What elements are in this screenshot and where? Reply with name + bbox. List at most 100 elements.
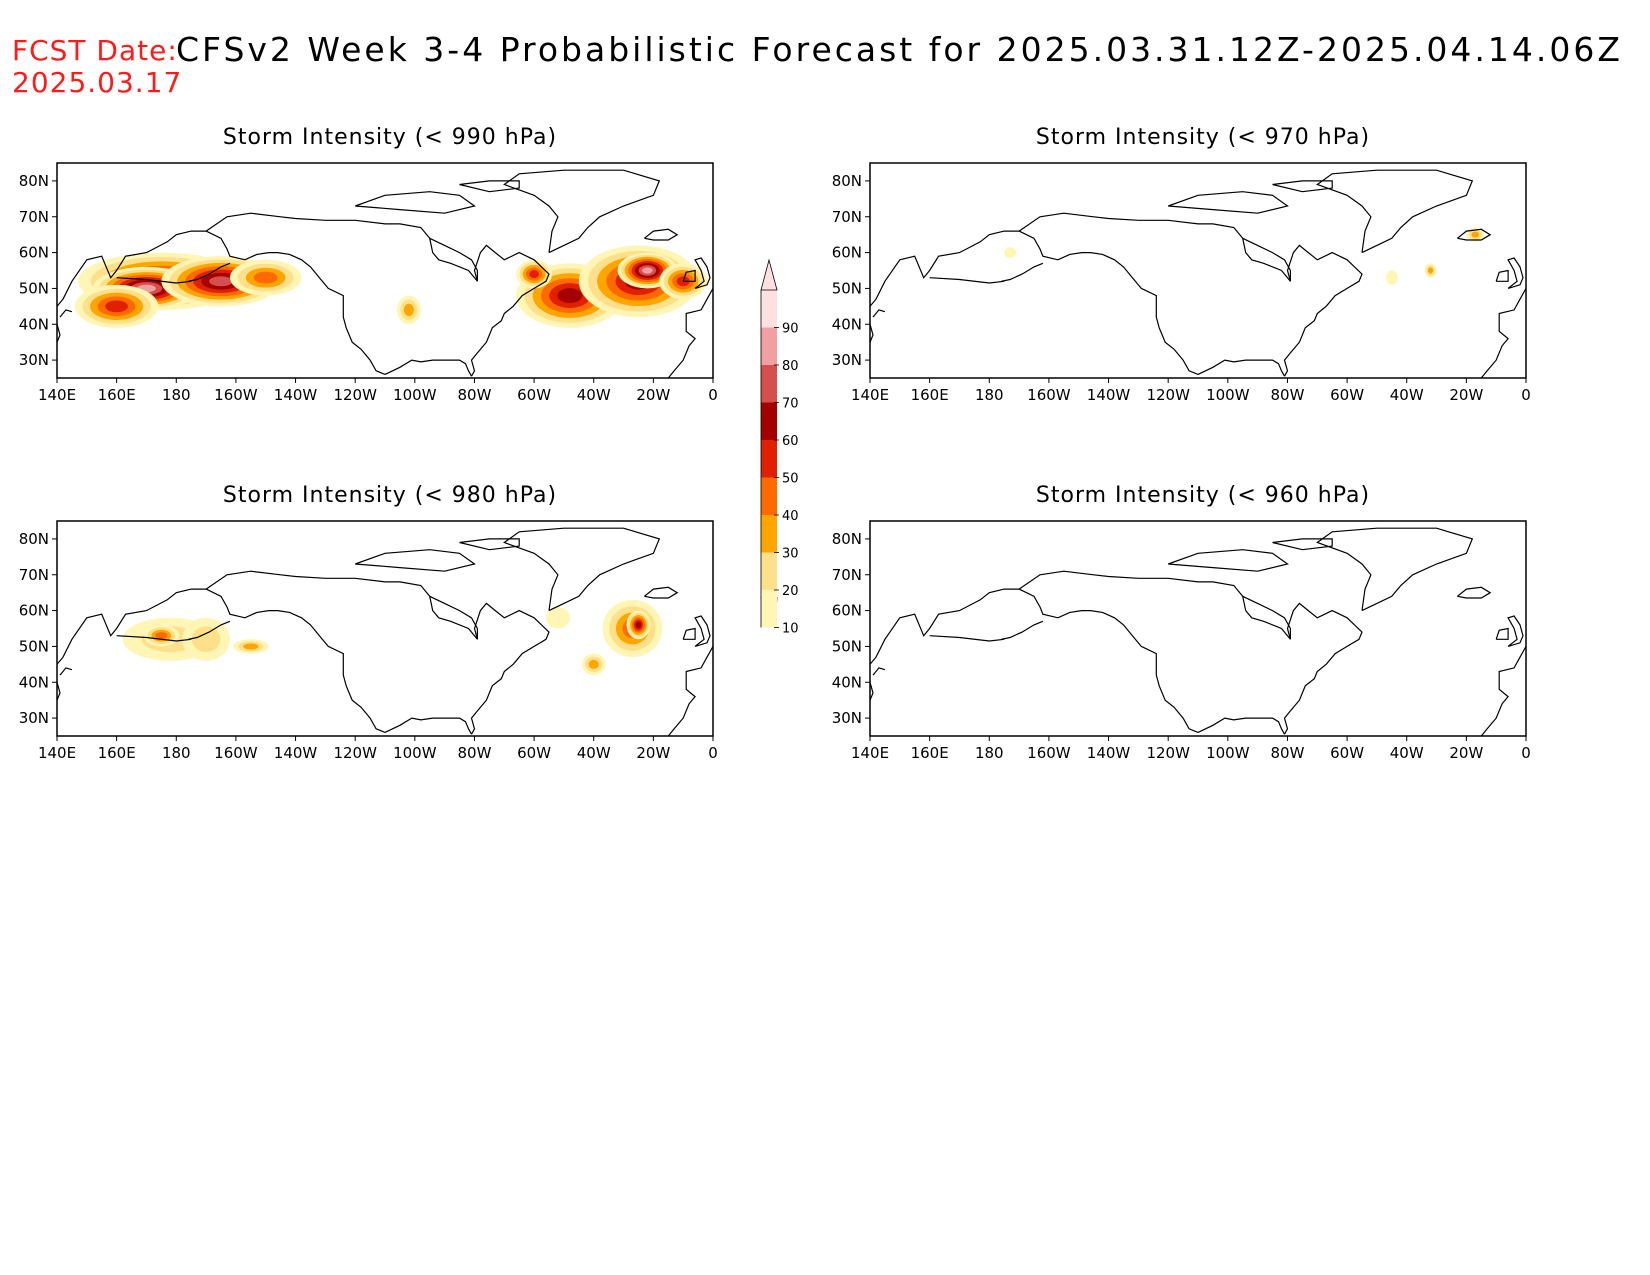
coastline: [57, 230, 207, 307]
probability-area: [253, 271, 278, 284]
lat-tick-label: 80N: [19, 530, 49, 548]
lon-tick-label: 120W: [333, 744, 377, 762]
lon-tick-label: 80W: [457, 744, 491, 762]
coastline: [1001, 262, 1044, 282]
coastline: [459, 180, 520, 193]
coastline: [667, 288, 713, 378]
lat-tick-label: 30N: [19, 351, 49, 369]
coastline: [1167, 191, 1289, 214]
coastline: [1018, 230, 1199, 375]
lon-tick-label: 80W: [457, 386, 491, 404]
lat-tick-label: 70N: [832, 566, 862, 584]
colorbar-high-end: [760, 258, 778, 291]
lon-tick-label: 100W: [1206, 744, 1250, 762]
storm-map-990: 140E 160E 180 160W 140W 120W 100W 80W 60W 40W 20W 0…: [19, 162, 718, 404]
lon-tick-label: 160W: [1027, 386, 1071, 404]
lon-tick-label: 40W: [1390, 386, 1424, 404]
coastline: [188, 262, 231, 282]
lon-tick-label: 140E: [38, 744, 76, 762]
coastline: [1197, 359, 1286, 377]
probability-area: [546, 607, 570, 629]
probability-area: [1004, 247, 1017, 258]
lat-tick-label: 40N: [19, 315, 49, 333]
colorbar-swatch: [761, 515, 777, 553]
lon-tick-label: 0: [708, 744, 718, 762]
lat-tick-label: 80N: [19, 172, 49, 190]
coastline: [1457, 228, 1492, 241]
lon-tick-label: 180: [162, 386, 191, 404]
lon-tick-label: 40W: [577, 744, 611, 762]
coastline: [59, 309, 73, 318]
map-frame: [869, 520, 1527, 737]
coastline: [205, 570, 550, 735]
lat-tick-label: 60N: [19, 244, 49, 262]
lon-tick-label: 60W: [1330, 386, 1364, 404]
panel-title-970: Storm Intensity (< 970 hPa): [1035, 125, 1371, 150]
map-frame: [869, 162, 1527, 379]
lon-tick-label: 180: [975, 386, 1004, 404]
coastline: [1167, 549, 1289, 572]
coastline: [1507, 257, 1524, 289]
lat-tick-label: 70N: [832, 208, 862, 226]
map-frame: [56, 162, 714, 379]
colorbar-swatch: [761, 402, 777, 440]
coastline: [205, 212, 550, 377]
coastline: [870, 682, 874, 701]
coastline: [1272, 538, 1333, 551]
lat-tick-label: 70N: [19, 566, 49, 584]
colorbar-swatch: [761, 440, 777, 478]
coastline: [1507, 615, 1524, 647]
lon-tick-label: 120W: [333, 386, 377, 404]
lon-tick-label: 80W: [1270, 386, 1304, 404]
lon-tick-label: 160E: [98, 744, 136, 762]
lat-tick-label: 80N: [832, 172, 862, 190]
coastline: [872, 309, 886, 318]
lat-tick-label: 80N: [832, 530, 862, 548]
lon-tick-label: 0: [708, 386, 718, 404]
coastline: [682, 269, 696, 282]
coastline: [667, 646, 713, 736]
coastline: [354, 191, 476, 214]
lon-tick-label: 40W: [1390, 744, 1424, 762]
coastline: [1272, 180, 1333, 193]
lat-tick-label: 30N: [832, 351, 862, 369]
coastline: [1242, 595, 1291, 640]
probability-area: [557, 288, 583, 304]
coastline: [188, 620, 231, 640]
colorbar-label: 70: [782, 397, 799, 412]
coastline: [1457, 586, 1492, 599]
colorbar-swatch: [761, 327, 777, 365]
coastline: [59, 667, 73, 676]
lon-tick-label: 140W: [1087, 386, 1131, 404]
coastline: [1480, 288, 1526, 378]
coastline: [929, 277, 1005, 284]
coastline: [872, 667, 886, 676]
lon-tick-label: 120W: [1146, 386, 1190, 404]
lon-tick-label: 20W: [636, 386, 670, 404]
map-panel-980: Storm Intensity (< 980 hPa) 140E 160E 180 1…: [19, 483, 780, 813]
coastline: [384, 359, 473, 377]
lat-tick-label: 40N: [832, 673, 862, 691]
lat-tick-label: 30N: [832, 709, 862, 727]
coastline: [870, 230, 1020, 307]
probability-area: [588, 659, 599, 669]
coastline: [694, 257, 711, 289]
map-panel-970: Storm Intensity (< 970 hPa) 140E 160E 180 1…: [832, 125, 1593, 455]
probability-area: [1385, 270, 1398, 285]
lon-tick-label: 80W: [1270, 744, 1304, 762]
coastline: [694, 615, 711, 647]
colorbar-label: 60: [782, 434, 799, 449]
colorbar-label: 40: [782, 509, 799, 524]
lon-tick-label: 160E: [911, 386, 949, 404]
lon-tick-label: 160W: [1027, 744, 1071, 762]
coastline: [116, 635, 192, 642]
lat-tick-label: 60N: [832, 602, 862, 620]
lon-tick-label: 160W: [214, 386, 258, 404]
storm-map-980: 140E 160E 180 160W 140W 120W 100W 80W 60W 40W 20W 0…: [19, 520, 718, 762]
coastline: [459, 538, 520, 551]
coastline: [503, 169, 661, 254]
lon-tick-label: 100W: [1206, 386, 1250, 404]
coastline: [503, 527, 661, 612]
lon-tick-label: 160W: [214, 744, 258, 762]
lon-tick-label: 140E: [851, 386, 889, 404]
